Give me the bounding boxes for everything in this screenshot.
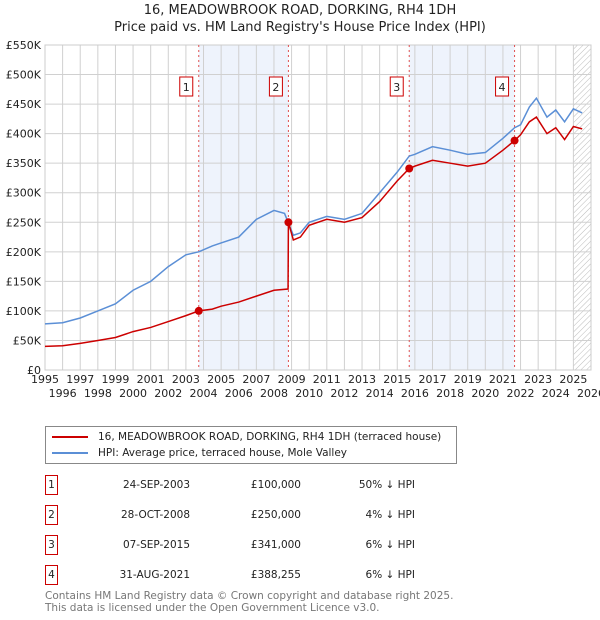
x-tick-label: 2018 xyxy=(436,387,464,400)
x-tick-label: 2020 xyxy=(471,387,499,400)
price-chart: 1995199619971998199920002001200220032004… xyxy=(6,39,600,400)
y-tick-label: £450K xyxy=(6,98,42,111)
y-tick-label: £100K xyxy=(6,305,42,318)
x-tick-label: 2010 xyxy=(295,387,323,400)
sale-price: £388,255 xyxy=(250,569,301,581)
footer-line-1: Contains HM Land Registry data © Crown c… xyxy=(45,590,454,602)
y-tick-label: £0 xyxy=(27,364,41,377)
x-tick-label: 2004 xyxy=(190,387,218,400)
x-tick-label: 2000 xyxy=(119,387,147,400)
legend-blue-swatch xyxy=(52,452,88,454)
x-tick-label: 2023 xyxy=(524,373,552,386)
sale-hpi-diff: 6% ↓ HPI xyxy=(365,539,415,551)
x-tick-label: 1997 xyxy=(66,373,94,386)
x-tick-label: 2001 xyxy=(137,373,165,386)
sale-price: £250,000 xyxy=(250,509,301,521)
sale-price: £341,000 xyxy=(250,539,301,551)
sale-label-box xyxy=(179,76,194,97)
y-tick-label: £150K xyxy=(6,275,42,288)
sale-hpi-diff: 6% ↓ HPI xyxy=(365,569,415,581)
x-tick-label: 2016 xyxy=(401,387,429,400)
sale-row: 2 28-OCT-2008 £250,000 4% ↓ HPI xyxy=(45,505,445,525)
x-tick-label: 2019 xyxy=(454,373,482,386)
x-tick-label: 1996 xyxy=(49,387,77,400)
sale-hpi-diff: 4% ↓ HPI xyxy=(365,509,415,521)
x-tick-label: 2015 xyxy=(383,373,411,386)
sale-label: 2 xyxy=(272,81,279,94)
y-tick-label: £200K xyxy=(6,246,42,259)
forecast-hatch xyxy=(573,45,591,370)
x-tick-label: 2002 xyxy=(154,387,182,400)
sale-point xyxy=(510,136,519,145)
sale-price: £100,000 xyxy=(250,479,301,491)
shaded-range xyxy=(409,45,515,370)
y-tick-label: £350K xyxy=(6,157,42,170)
sale-date: 24-SEP-2003 xyxy=(122,479,190,491)
x-tick-label: 2025 xyxy=(559,373,587,386)
legend: 16, MEADOWBROOK ROAD, DORKING, RH4 1DH (… xyxy=(45,426,457,464)
legend-red-swatch xyxy=(52,436,88,438)
chart-title: 16, MEADOWBROOK ROAD, DORKING, RH4 1DH xyxy=(143,3,457,18)
x-tick-label: 2005 xyxy=(207,373,235,386)
sale-marker: 3 xyxy=(45,535,58,555)
footer: Contains HM Land Registry data © Crown c… xyxy=(45,590,453,614)
x-tick-label: 2017 xyxy=(418,373,446,386)
y-tick-label: £250K xyxy=(6,216,42,229)
sale-point xyxy=(405,164,414,173)
x-tick-label: 2022 xyxy=(507,387,535,400)
x-tick-label: 2011 xyxy=(313,373,341,386)
x-tick-label: 2014 xyxy=(366,387,394,400)
sale-label-box xyxy=(389,76,404,97)
y-tick-label: £500K xyxy=(6,69,42,82)
y-tick-label: £550K xyxy=(6,39,42,52)
sale-marker: 2 xyxy=(45,505,58,525)
sale-hpi-diff: 50% ↓ HPI xyxy=(358,479,415,491)
x-tick-label: 2008 xyxy=(260,387,288,400)
footer-line-2: This data is licensed under the Open Gov… xyxy=(45,602,380,614)
plot-frame xyxy=(44,44,592,371)
sale-point xyxy=(194,306,203,315)
sale-label-box xyxy=(268,76,283,97)
sale-label: 1 xyxy=(183,81,190,94)
sale-label: 3 xyxy=(393,81,400,94)
y-tick-label: £50K xyxy=(13,334,42,347)
sale-marker: 4 xyxy=(45,565,58,585)
x-tick-label: 2024 xyxy=(542,387,570,400)
x-tick-label: 1998 xyxy=(84,387,112,400)
x-tick-label: 2013 xyxy=(348,373,376,386)
price-paid-line xyxy=(44,116,583,348)
x-tick-label: 2026 xyxy=(577,387,600,400)
sale-marker: 1 xyxy=(45,475,58,495)
x-tick-label: 1995 xyxy=(31,373,59,386)
x-tick-label: 2021 xyxy=(489,373,517,386)
sale-label-box xyxy=(495,76,510,97)
sale-date: 28-OCT-2008 xyxy=(121,509,190,521)
x-tick-label: 1999 xyxy=(101,373,129,386)
chart-subtitle: Price paid vs. HM Land Registry's House … xyxy=(114,20,486,35)
y-tick-label: £400K xyxy=(6,128,42,141)
sale-date: 31-AUG-2021 xyxy=(119,569,190,581)
x-tick-label: 2009 xyxy=(278,373,306,386)
sale-label: 4 xyxy=(499,81,506,94)
x-tick-label: 2012 xyxy=(330,387,358,400)
sale-point xyxy=(284,218,293,227)
legend-red-label: 16, MEADOWBROOK ROAD, DORKING, RH4 1DH (… xyxy=(98,431,442,443)
legend-blue-label: HPI: Average price, terraced house, Mole… xyxy=(98,447,348,459)
sale-row: 4 31-AUG-2021 £388,255 6% ↓ HPI xyxy=(45,565,445,585)
sale-row: 3 07-SEP-2015 £341,000 6% ↓ HPI xyxy=(45,535,445,555)
y-tick-label: £300K xyxy=(6,187,42,200)
hpi-line xyxy=(44,96,583,325)
x-tick-label: 2006 xyxy=(225,387,253,400)
x-tick-label: 2003 xyxy=(172,373,200,386)
x-tick-label: 2007 xyxy=(242,373,270,386)
sale-row: 1 24-SEP-2003 £100,000 50% ↓ HPI xyxy=(45,475,445,495)
sale-date: 07-SEP-2015 xyxy=(122,539,190,551)
